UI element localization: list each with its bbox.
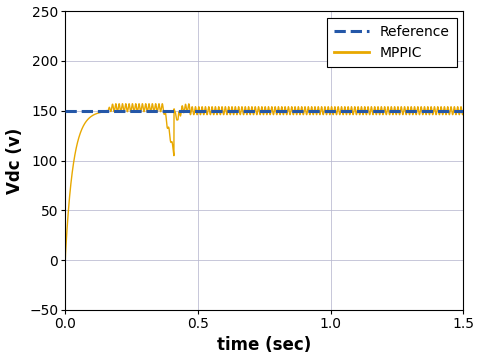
- X-axis label: time (sec): time (sec): [217, 337, 312, 355]
- Y-axis label: Vdc (v): Vdc (v): [6, 127, 24, 194]
- Legend: Reference, MPPIC: Reference, MPPIC: [327, 18, 456, 67]
